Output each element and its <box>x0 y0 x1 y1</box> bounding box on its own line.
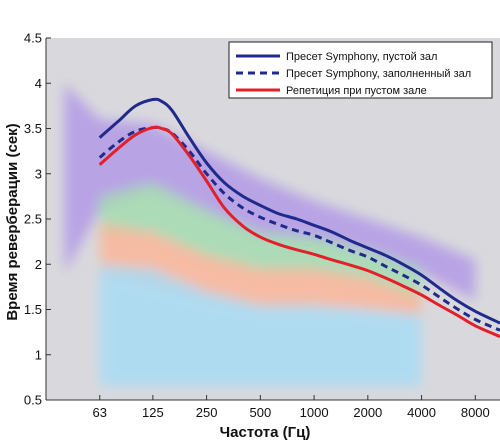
y-tick-label: 1 <box>35 347 42 362</box>
y-tick-label: 4.5 <box>24 31 42 46</box>
x-tick-label: 63 <box>93 405 107 420</box>
x-tick-label: 500 <box>249 405 271 420</box>
range-bands <box>64 83 476 387</box>
x-tick-label: 8000 <box>461 405 490 420</box>
y-tick-label: 3.5 <box>24 121 42 136</box>
x-tick-label: 4000 <box>407 405 436 420</box>
series-lines <box>98 97 500 338</box>
y-axis-label: Время реверберации (сек) <box>4 123 21 320</box>
y-ticks: 0.5 1 1.5 2 2.5 3 3.5 4 4.5 <box>24 31 51 408</box>
x-tick-label: 1000 <box>300 405 329 420</box>
y-tick-label: 1.5 <box>24 302 42 317</box>
range-band-1 <box>64 83 476 301</box>
legend-label-1: Пресет Symphony, пустой зал <box>286 51 437 63</box>
x-tick-label: 250 <box>196 405 218 420</box>
x-ticks: 63 125 250 500 1000 2000 4000 8000 <box>93 395 490 420</box>
x-tick-label: 2000 <box>353 405 382 420</box>
y-tick-label: 0.5 <box>24 393 42 408</box>
x-tick-label: 125 <box>142 405 164 420</box>
y-tick-label: 2 <box>35 257 42 272</box>
range-band-3 <box>99 223 422 319</box>
y-tick-label: 4 <box>35 76 42 91</box>
y-tick-label: 2.5 <box>24 212 42 227</box>
y-tick-label: 3 <box>35 166 42 181</box>
legend-label-3: Репетиция при пустом зале <box>286 85 427 97</box>
range-band-4 <box>99 264 422 387</box>
series-line-1 <box>98 97 500 325</box>
legend-label-2: Пресет Symphony, заполненный зал <box>286 68 471 80</box>
x-axis-label: Частота (Гц) <box>220 424 311 441</box>
series-line-3 <box>98 125 500 338</box>
legend: Пресет Symphony, пустой зал Пресет Sympho… <box>228 41 493 99</box>
